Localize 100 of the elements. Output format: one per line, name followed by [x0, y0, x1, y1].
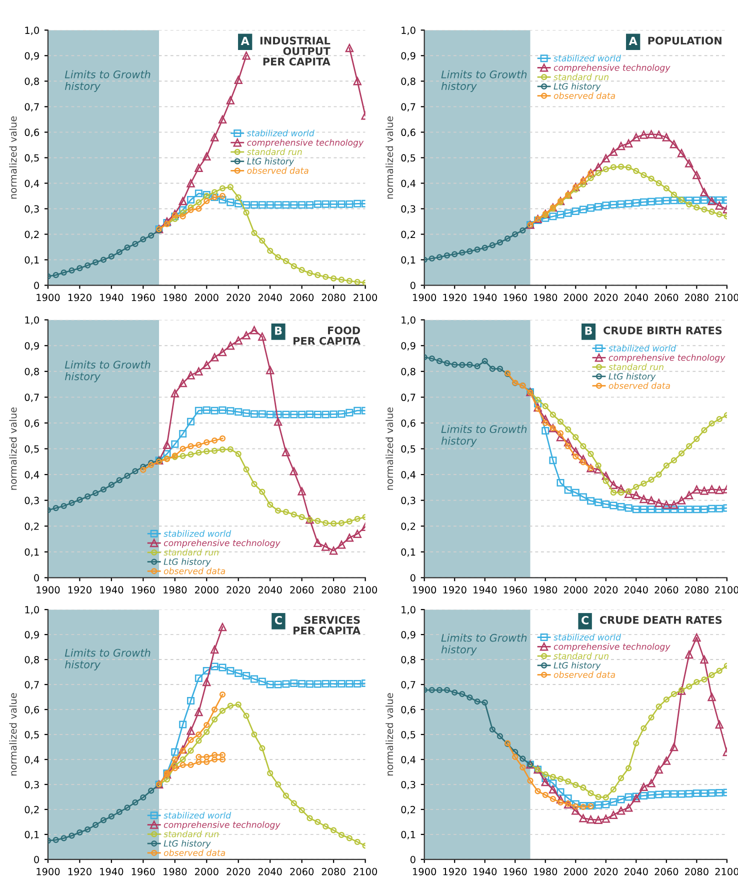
x-tick-label: 1980 — [164, 294, 187, 302]
chart-title: CRUDE DEATH RATES — [600, 616, 722, 624]
legend-label: LtG history — [554, 662, 601, 670]
legend-label: observed data — [164, 568, 226, 574]
x-tick-label: 1920 — [443, 868, 466, 876]
legend-label: stabilized world — [554, 634, 622, 640]
x-tick-label: 1900 — [413, 294, 436, 302]
x-tick-label: 2040 — [258, 294, 282, 302]
x-tick-label: 2080 — [685, 586, 708, 594]
y-tick-label: 1,0 — [25, 316, 39, 325]
y-tick-label: 0 — [410, 856, 416, 864]
legend-label: standard run — [554, 652, 608, 660]
y-tick-label: 0,8 — [401, 78, 416, 86]
y-tick-label: 0,6 — [401, 128, 416, 138]
x-tick-label: 1960 — [132, 586, 155, 594]
text: SERVICES PER CAPITA — [294, 616, 360, 634]
legend-label: standard run — [608, 364, 664, 370]
x-tick-label: 1940 — [100, 586, 124, 594]
x-tick-label: 1900 — [413, 868, 436, 876]
x-tick-label: 2020 — [226, 586, 250, 594]
y-tick-label: 0,3 — [401, 780, 416, 790]
y-tick-label: 0,4 — [24, 756, 40, 764]
chart-subtitle: B — [585, 326, 592, 335]
x-tick-label: 1920 — [443, 294, 466, 302]
y-tick-label: 0,8 — [401, 368, 416, 376]
x-tick-label: 2000 — [564, 294, 588, 302]
x-tick-label: 1900 — [36, 586, 60, 594]
legend-label: observed data — [164, 849, 226, 856]
legend-label: observed data — [247, 167, 308, 174]
y-tick-label: 0,7 — [401, 394, 416, 402]
legend-label: observed data — [608, 382, 670, 389]
y-tick-label: 0,2 — [24, 806, 39, 814]
x-tick-label: 2060 — [290, 294, 314, 302]
y-tick-label: 0,4 — [401, 471, 416, 480]
x-tick-label: 2020 — [226, 868, 250, 876]
x-tick-label: 2000 — [564, 586, 588, 594]
x-tick-label: 2040 — [258, 586, 282, 594]
x-tick-label: 2060 — [654, 586, 678, 594]
x-tick-label: 1960 — [132, 868, 155, 876]
legend-label: stabilized world — [164, 812, 232, 819]
y-tick-label: 0 — [34, 574, 39, 582]
chart-subtitle: A — [240, 36, 250, 45]
x-tick-label: 2040 — [624, 294, 648, 302]
x-tick-label: 2000 — [194, 294, 218, 302]
x-tick-label: 1920 — [68, 868, 92, 876]
y-axis-title: normalized value — [386, 693, 394, 776]
y-tick-label: 0,8 — [24, 656, 39, 664]
y-tick-label: 0,9 — [401, 342, 416, 350]
x-tick-label: 1900 — [36, 868, 60, 876]
x-tick-label: 1940 — [100, 294, 124, 302]
y-tick-label: 0 — [34, 856, 39, 864]
band-label: Limits to Growth history — [441, 70, 527, 92]
x-tick-label: 1940 — [100, 868, 124, 876]
y-axis-title: normalized value — [386, 116, 394, 199]
y-tick-label: 0,1 — [401, 830, 416, 840]
x-tick-label: 2100 — [354, 586, 378, 594]
y-tick-label: 0,3 — [401, 496, 416, 506]
x-tick-label: 2060 — [654, 868, 678, 876]
y-tick-label: 0,8 — [24, 368, 39, 376]
x-tick-label: 1940 — [474, 586, 497, 594]
legend-label: stabilized world — [246, 130, 314, 136]
x-tick-label: 2020 — [594, 294, 618, 302]
x-tick-label: 2040 — [624, 868, 648, 876]
legend-label: standard run — [554, 74, 608, 80]
x-tick-label: 2080 — [322, 294, 346, 302]
x-tick-label: 1900 — [36, 294, 60, 302]
x-tick-label: 1980 — [164, 586, 187, 594]
y-tick-label: 0,6 — [401, 419, 416, 428]
y-tick-label: 0,5 — [401, 445, 416, 454]
x-tick-label: 1960 — [504, 868, 527, 876]
x-tick-label: 1960 — [132, 294, 155, 302]
x-tick-label: 1980 — [534, 294, 558, 302]
y-tick-label: 0,1 — [24, 256, 39, 265]
y-tick-label: 0,2 — [401, 230, 416, 240]
y-tick-label: 0,5 — [24, 730, 39, 740]
y-tick-label: 0,5 — [24, 445, 39, 454]
y-tick-label: 0,2 — [24, 230, 39, 240]
legend-label: comprehensive technology — [608, 354, 726, 362]
x-tick-label: 2080 — [322, 586, 346, 594]
y-tick-label: 1,0 — [25, 26, 39, 35]
chart-subtitle: C — [274, 616, 282, 624]
y-axis-title: normalized value — [9, 116, 17, 199]
x-tick-label: 1980 — [534, 586, 558, 594]
x-tick-label: 1920 — [68, 294, 92, 302]
y-axis-title: normalized value — [9, 693, 17, 776]
legend-label: standard run — [246, 148, 302, 156]
y-tick-label: 0,3 — [24, 780, 39, 790]
y-tick-label: 0,1 — [24, 548, 39, 557]
y-tick-label: 0,8 — [401, 656, 416, 664]
x-tick-label: 1960 — [504, 586, 527, 594]
y-tick-label: 0,2 — [24, 522, 39, 531]
y-tick-label: 1,0 — [25, 606, 39, 614]
y-tick-label: 0,9 — [401, 52, 416, 60]
x-tick-label: 2060 — [290, 868, 314, 876]
x-tick-label: 2080 — [685, 294, 708, 302]
y-tick-label: 0,5 — [24, 154, 39, 163]
x-tick-label: 1920 — [68, 586, 92, 594]
x-tick-label: 2040 — [624, 586, 648, 594]
y-tick-label: 0,9 — [24, 52, 39, 60]
y-tick-label: 0,1 — [401, 548, 416, 557]
